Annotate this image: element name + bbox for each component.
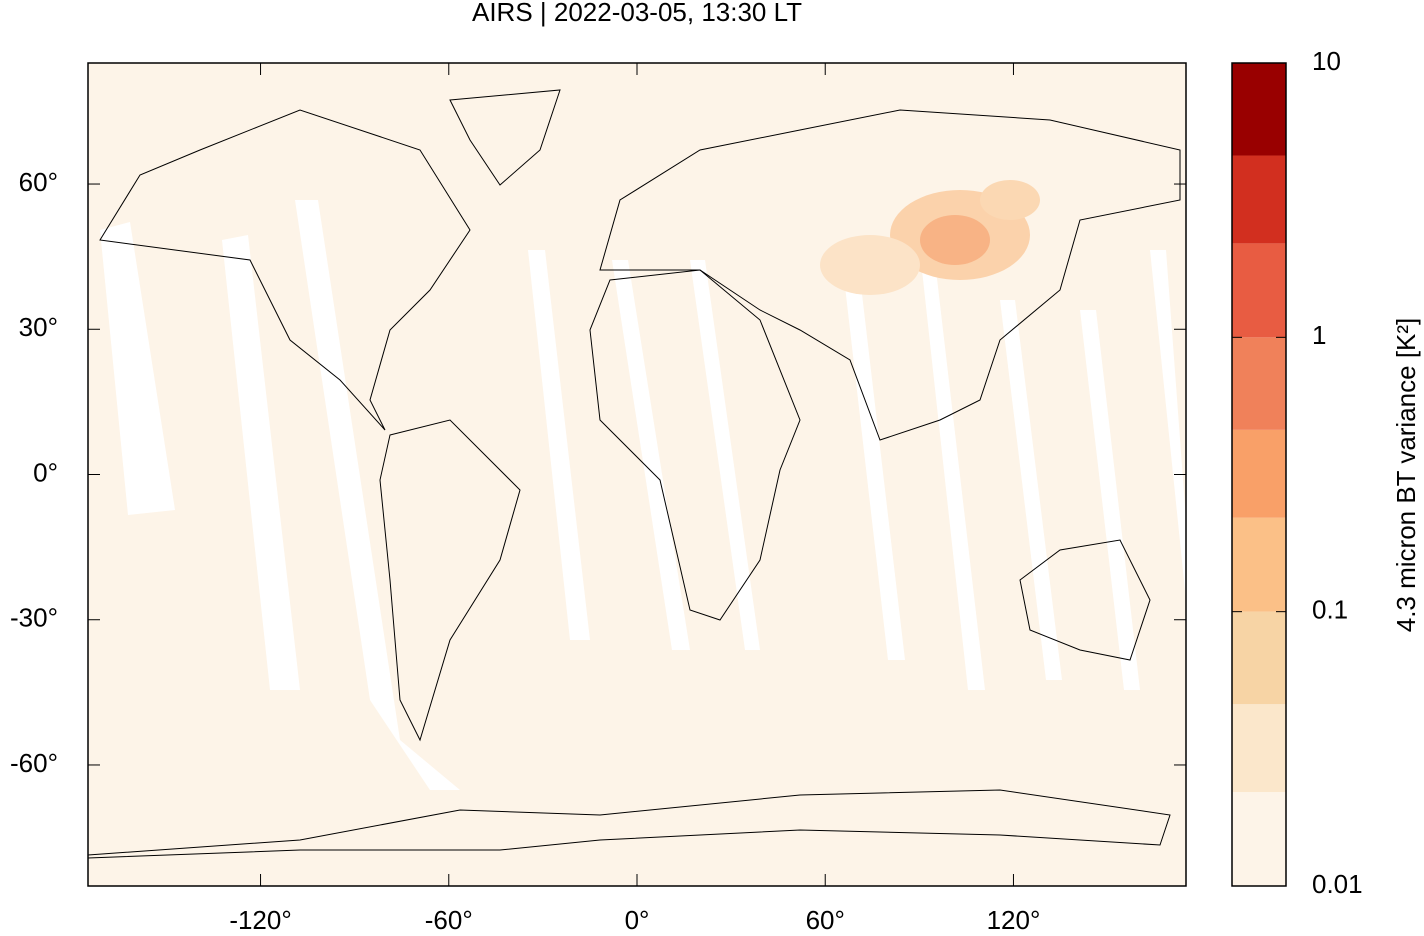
swath (842, 260, 905, 660)
coastlines (87, 89, 1181, 859)
coastline (87, 789, 1171, 859)
colorbar-tick-label: 0.01 (1312, 869, 1363, 899)
variance-blob (820, 180, 1040, 295)
swath (528, 250, 590, 640)
swath (1150, 250, 1186, 600)
variance-area (980, 180, 1040, 220)
colorbar-tick-label: 0.1 (1312, 595, 1348, 625)
colorbar-level (1232, 155, 1286, 244)
colorbar-label: 4.3 micron BT variance [K²] (1391, 318, 1421, 633)
variance-area (820, 235, 920, 295)
swath (612, 260, 690, 650)
y-tick-label: -30° (10, 603, 58, 633)
y-tick-label: 0° (33, 457, 58, 487)
coastline (449, 89, 561, 186)
x-tick-label: 120° (987, 905, 1041, 935)
swaths (100, 200, 1186, 790)
chart-title: AIRS | 2022-03-05, 13:30 LT (472, 0, 802, 27)
coastline (589, 269, 801, 621)
colorbar-level (1232, 429, 1286, 518)
y-tick-label: -60° (10, 748, 58, 778)
colorbar-level (1232, 243, 1286, 338)
x-tick-label: 0° (625, 905, 650, 935)
colorbar-level (1232, 337, 1286, 430)
colorbar-level (1232, 611, 1286, 705)
swath (222, 235, 300, 690)
x-tick-label: -120° (229, 905, 291, 935)
variance-area (920, 215, 990, 265)
coastline (99, 109, 471, 431)
swath (1000, 300, 1062, 680)
swath (295, 200, 460, 790)
swath (690, 260, 760, 650)
colorbar-tick-label: 1 (1312, 320, 1326, 350)
coastline (379, 419, 521, 742)
y-tick-label: 30° (19, 312, 58, 342)
x-tick-label: -60° (425, 905, 473, 935)
colorbar-tick-label: 10 (1312, 46, 1341, 76)
colorbar-level (1232, 517, 1286, 612)
swath (1080, 310, 1140, 690)
coastline (599, 109, 1181, 441)
y-tick-label: 60° (19, 167, 58, 197)
colorbar-frame (1231, 62, 1287, 887)
x-tick-label: 60° (806, 905, 845, 935)
map (87, 62, 1187, 887)
colorbar-level (1232, 792, 1286, 886)
swath (100, 222, 175, 515)
colorbar-level (1232, 704, 1286, 793)
colorbar-level (1232, 63, 1286, 156)
coastline (1019, 539, 1151, 661)
swath (922, 270, 985, 690)
